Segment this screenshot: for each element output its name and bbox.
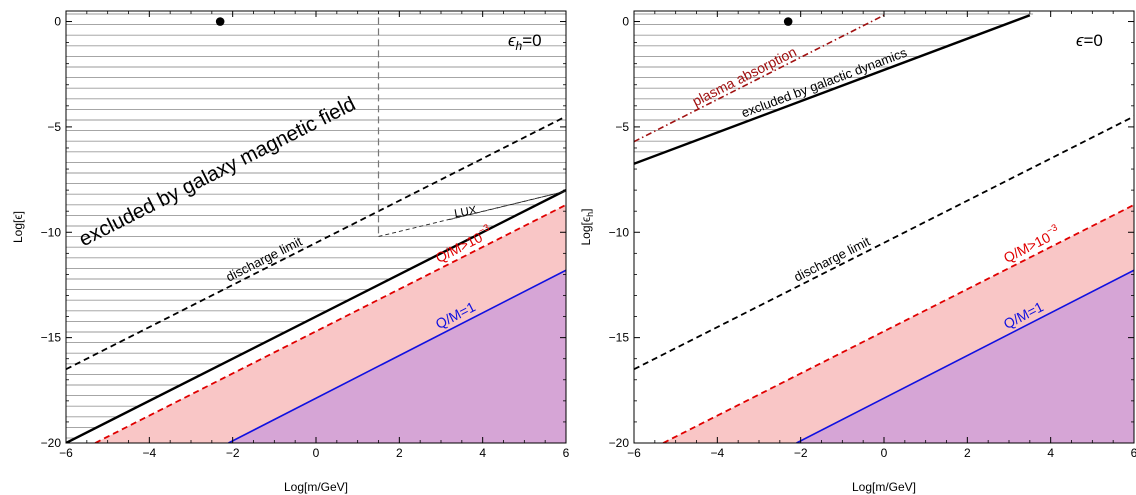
discharge-limit-line [66,115,566,371]
right-x-axis-title: Log[m/GeV] [852,480,916,494]
left-exclusion-hatching [66,13,566,439]
epsilon-subscript: h [516,39,523,53]
y-tick-label: −10 [609,225,630,239]
x-tick-label: −2 [226,446,240,460]
q-m-1-line [228,269,566,443]
solid-thick-line [66,189,566,443]
epsilon-zero-label: ϵ=0 [1076,31,1103,50]
y-tick-label: −20 [609,436,630,450]
y-title-close: ] [579,208,593,211]
x-tick-label: 0 [313,446,320,460]
data-point [783,17,793,26]
q-m-10-3-line [662,204,1134,443]
right-y-axis-title: Log[ϵh] [579,208,595,245]
lux-label: LUX [453,205,477,221]
y-tick-label: −10 [41,225,62,239]
left-axes: −6 −4 −2 0 2 4 60−5−10−15−20 [41,10,570,460]
y-tick-label: −15 [41,331,62,345]
plasma-absorption-line [634,14,885,143]
q-m-1-line [796,269,1134,443]
right-chart-panel: −6 −4 −2 0 2 4 60−5−10−15−20 plasma absorption… [579,10,1136,494]
x-tick-label: 4 [1047,446,1054,460]
epsilon-symbol: ϵ [1076,31,1084,50]
x-tick-label: −6 [627,446,641,460]
y-tick-label: 0 [54,15,61,29]
x-tick-label: 2 [964,446,971,460]
epsilon-h-zero-label: ϵh=0 [508,31,542,53]
y-tick-label: −15 [609,331,630,345]
qm-1e-3-exponent: −3 [477,222,492,237]
epsilon-value: =0 [1084,31,1103,50]
x-tick-label: −4 [142,446,156,460]
data-point [215,17,225,26]
y-tick-label: −20 [41,436,62,450]
x-tick-label: −4 [710,446,724,460]
right-series-lines [634,14,1134,443]
right-axes: −6 −4 −2 0 2 4 60−5−10−15−20 [609,10,1136,460]
q-m-10-3-line [94,204,566,443]
left-chart-panel: −6 −4 −2 0 2 4 60−5−10−15−20 excluded by galax… [11,10,570,494]
x-tick-label: 2 [396,446,403,460]
x-tick-label: −2 [794,446,808,460]
excluded-region-label: excluded by galaxy magnetic field [75,92,359,251]
x-tick-label: −6 [59,446,73,460]
y-tick-label: 0 [622,15,629,29]
left-series-lines [66,17,566,443]
epsilon-value: =0 [522,31,541,50]
left-x-axis-title: Log[m/GeV] [284,480,348,494]
qm-1e-3-exponent: −3 [1045,222,1060,237]
epsilon-symbol: ϵ [508,31,516,50]
y-tick-label: −5 [47,120,61,134]
discharge-limit-line [634,115,1134,371]
x-tick-label: 6 [1131,446,1136,460]
discharge-limit-label: discharge limit [792,233,873,284]
y-tick-label: −5 [615,120,629,134]
x-tick-label: 0 [881,446,888,460]
left-y-axis-title: Log[ϵ] [11,211,25,243]
x-tick-label: 6 [563,446,570,460]
x-tick-label: 4 [479,446,486,460]
y-title-subscript: h [585,212,595,217]
excluded-by-galactic-dynamics-line [634,14,1031,165]
y-title-main: Log[ϵ [579,217,593,246]
lux-bound-upper [449,190,566,221]
discharge-limit-label: discharge limit [224,233,305,284]
right-exclusion-hatching [634,13,1034,163]
